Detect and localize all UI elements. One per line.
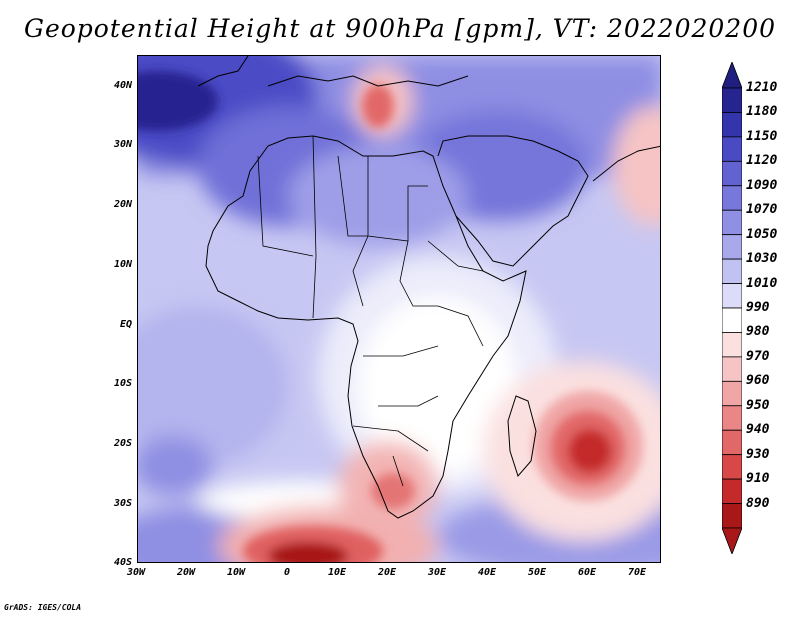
colorbar-swatch [722, 332, 742, 358]
lon-label-30w: 30W [126, 567, 146, 578]
colorbar-swatch [722, 454, 742, 480]
chart-title: Geopotential Height at 900hPa [gpm], VT:… [23, 14, 777, 43]
lat-label-30n: 30N [113, 139, 132, 150]
colorbar-swatch [722, 160, 742, 187]
colorbar-label: 1030 [746, 251, 778, 267]
colorbar-label: 890 [746, 495, 770, 511]
colorbar-label: 970 [746, 348, 770, 364]
lon-label-40e: 40E [477, 567, 497, 578]
lon-label-30e: 30E [427, 567, 447, 578]
colorbar-label: 930 [746, 446, 770, 462]
map-panel [137, 55, 661, 563]
lat-label-40s: 40S [113, 557, 132, 568]
colorbar [722, 62, 742, 554]
coastlines [197, 56, 660, 519]
colorbar-label: 1180 [746, 104, 778, 120]
colorbar-swatch [722, 283, 742, 309]
grads-credit: GrADS: IGES/COLA [4, 603, 82, 612]
colorbar-swatch [722, 112, 742, 138]
colorbar-top-arrow [722, 62, 742, 89]
lon-label-10w: 10W [226, 567, 246, 578]
colorbar-bottom-arrow [722, 527, 742, 554]
country-borders [257, 135, 484, 487]
colorbar-swatch [722, 478, 742, 504]
geopotential-field [138, 56, 660, 562]
colorbar-label: 1210 [746, 80, 778, 95]
lon-label-0: 0 [283, 567, 291, 578]
colorbar-label: 1010 [746, 275, 778, 291]
lon-label-10e: 10E [327, 567, 347, 578]
colorbar-swatch [722, 234, 742, 260]
lon-label-50e: 50E [527, 567, 547, 578]
colorbar-swatch [722, 356, 742, 382]
lat-label-eq: EQ [119, 319, 132, 330]
colorbar-label: 960 [746, 373, 770, 389]
colorbar-label: 1150 [746, 128, 778, 144]
lat-label-20s: 20S [113, 438, 132, 449]
colorbar-swatch [722, 258, 742, 284]
colorbar-swatch [722, 307, 742, 333]
colorbar-swatch [722, 87, 742, 113]
colorbar-swatch [722, 429, 742, 456]
colorbar-swatch [722, 380, 742, 407]
lon-label-20e: 20E [377, 567, 397, 578]
colorbar-label: 1050 [746, 226, 778, 242]
colorbar-label: 990 [746, 300, 770, 315]
colorbar-label: 950 [746, 397, 770, 413]
colorbar-label: 980 [746, 324, 770, 340]
lon-label-70e: 70E [627, 567, 647, 578]
lat-label-10n: 10N [113, 259, 132, 270]
lon-label-20w: 20W [176, 567, 196, 578]
lon-label-60e: 60E [577, 567, 597, 578]
lat-label-40n: 40N [113, 80, 132, 91]
lat-label-30s: 30S [113, 498, 132, 509]
colorbar-label: 1120 [746, 153, 778, 169]
colorbar-label: 1070 [746, 202, 778, 218]
colorbar-label: 940 [746, 422, 770, 438]
colorbar-label: 1090 [746, 177, 778, 193]
colorbar-swatch [722, 185, 742, 211]
colorbar-swatch [722, 209, 742, 236]
lat-label-10s: 10S [113, 378, 132, 389]
colorbar-swatch [722, 405, 742, 431]
colorbar-swatch [722, 136, 742, 162]
colorbar-swatch [722, 503, 742, 529]
lat-label-20n: 20N [113, 199, 132, 210]
colorbar-label: 910 [746, 471, 770, 487]
